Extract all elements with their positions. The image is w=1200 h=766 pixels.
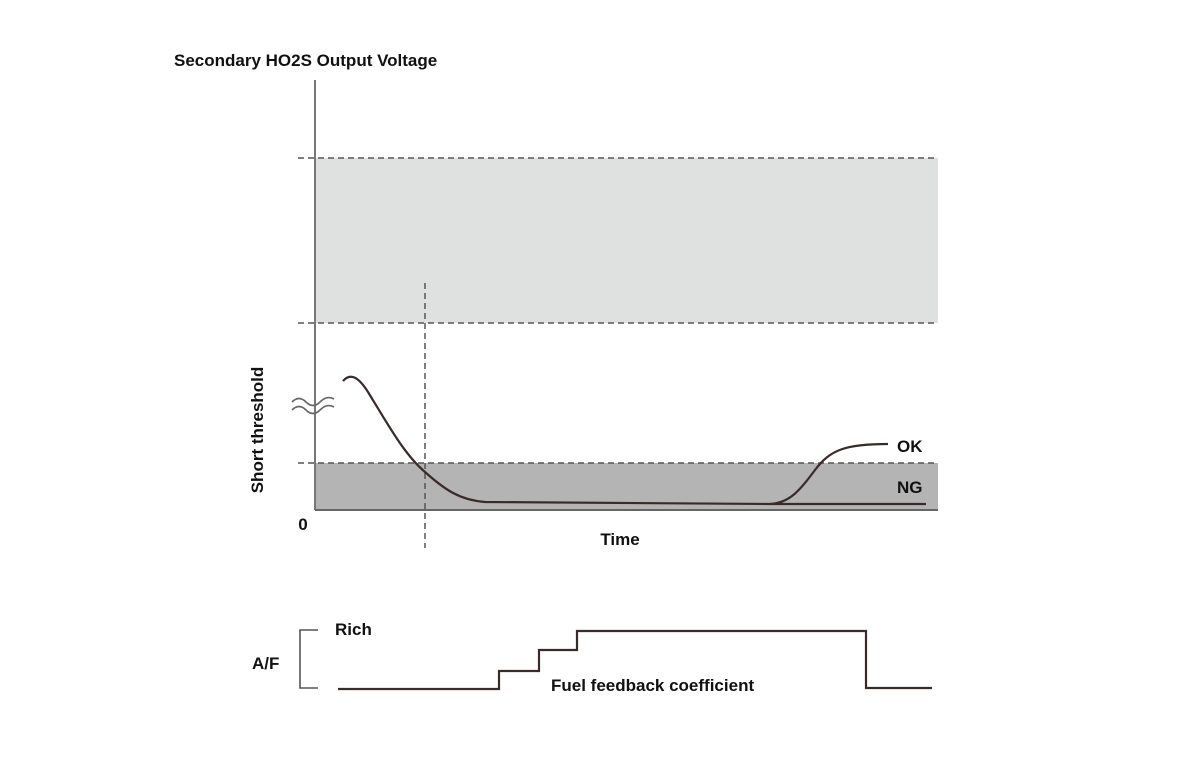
rich-label: Rich bbox=[335, 620, 372, 639]
axis-break bbox=[291, 396, 335, 407]
x-axis-label: Time bbox=[600, 530, 639, 549]
upper-band bbox=[315, 158, 938, 323]
curve-label: OK bbox=[897, 437, 923, 456]
signal-label: Fuel feedback coefficient bbox=[551, 676, 754, 695]
axis-break bbox=[291, 404, 335, 415]
origin-label: 0 bbox=[298, 515, 307, 534]
af-label: A/F bbox=[252, 654, 279, 673]
title: Secondary HO2S Output Voltage bbox=[174, 51, 437, 70]
bracket bbox=[299, 629, 318, 689]
y-axis-label: Short threshold bbox=[248, 367, 267, 494]
curve-label: NG bbox=[897, 478, 923, 497]
feedback-signal bbox=[338, 629, 932, 691]
ok-curve bbox=[342, 375, 889, 506]
